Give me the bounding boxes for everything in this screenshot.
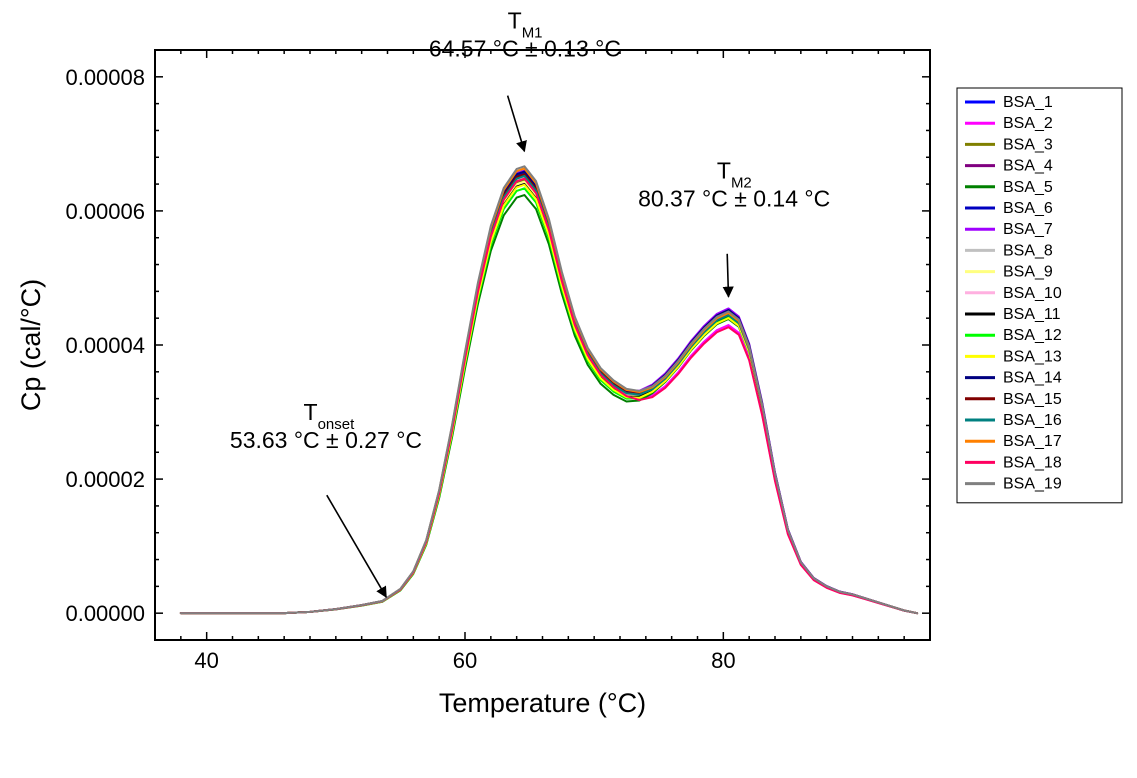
- legend-label: BSA_3: [1003, 136, 1053, 153]
- legend-label: BSA_9: [1003, 264, 1053, 281]
- y-axis-label: Cp (cal/°C): [16, 279, 46, 411]
- y-tick-label: 0.00006: [65, 199, 145, 224]
- y-tick-label: 0.00008: [65, 65, 145, 90]
- legend-label: BSA_11: [1003, 306, 1061, 323]
- legend-label: BSA_12: [1003, 327, 1062, 344]
- annotation-value: 53.63 °C ± 0.27 °C: [230, 427, 422, 453]
- legend-label: BSA_18: [1003, 454, 1062, 471]
- legend-label: BSA_6: [1003, 200, 1053, 217]
- legend-label: BSA_1: [1003, 94, 1053, 111]
- legend-label: BSA_16: [1003, 412, 1062, 429]
- x-tick-label: 60: [453, 648, 477, 673]
- legend-label: BSA_2: [1003, 115, 1053, 132]
- legend-label: BSA_8: [1003, 242, 1053, 259]
- legend-label: BSA_17: [1003, 433, 1062, 450]
- legend-label: BSA_13: [1003, 348, 1062, 365]
- x-axis-label: Temperature (°C): [439, 688, 646, 718]
- annotation-value: 64.57 °C ± 0.13 °C: [429, 36, 621, 62]
- legend-label: BSA_10: [1003, 285, 1062, 302]
- legend-label: BSA_5: [1003, 179, 1053, 196]
- y-tick-label: 0.00004: [65, 333, 145, 358]
- y-tick-label: 0.00000: [65, 601, 145, 626]
- y-tick-label: 0.00002: [65, 467, 145, 492]
- chart-svg: 40 60 80 0.00000 0.00002 0.00004 0.00006 0.0000…: [0, 0, 1137, 778]
- annotation-value: 80.37 °C ± 0.14 °C: [638, 186, 830, 212]
- x-tick-label: 80: [711, 648, 735, 673]
- x-tick-label: 40: [194, 648, 218, 673]
- legend-label: BSA_15: [1003, 391, 1062, 408]
- legend-label: BSA_7: [1003, 221, 1053, 238]
- legend-label: BSA_19: [1003, 476, 1062, 493]
- legend-label: BSA_4: [1003, 158, 1053, 175]
- dsc-chart: 40 60 80 0.00000 0.00002 0.00004 0.00006 0.0000…: [0, 0, 1137, 778]
- legend-label: BSA_14: [1003, 370, 1062, 387]
